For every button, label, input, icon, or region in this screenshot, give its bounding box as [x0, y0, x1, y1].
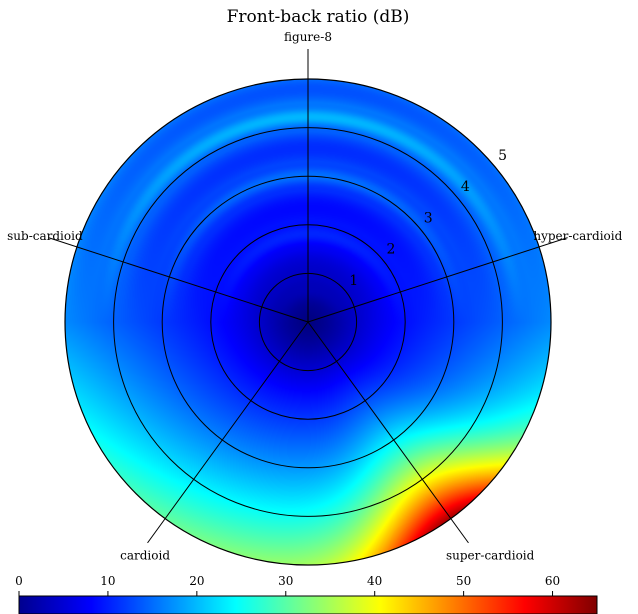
spoke-label: sub-cardioid [7, 229, 83, 243]
spoke-line [307, 321, 469, 544]
colorbar: 0 10 20 30 40 50 60 [15, 574, 598, 614]
spoke-line [307, 237, 568, 323]
colorbar-tick-label: 0 [15, 574, 23, 588]
spoke-label: cardioid [120, 549, 170, 563]
colorbar-tick-label: 30 [278, 574, 293, 588]
spoke-label: figure-8 [284, 30, 332, 44]
colorbar-ticks: 0 10 20 30 40 50 60 [15, 574, 560, 596]
polar-grid [48, 49, 568, 566]
ring-label: 5 [498, 148, 507, 164]
colorbar-tick-label: 20 [189, 574, 204, 588]
colorbar-tick-label: 60 [545, 574, 560, 588]
polar-labels: figure-8 hyper-cardioid super-cardioid card… [7, 30, 622, 563]
spoke-label: super-cardioid [446, 549, 535, 563]
chart-title: Front-back ratio (dB) [227, 7, 410, 27]
ring-label: 3 [424, 210, 433, 226]
spoke-line [147, 321, 309, 544]
ring-label: 2 [386, 242, 395, 258]
ring-label: 1 [349, 273, 358, 289]
colorbar-tick-label: 10 [100, 574, 115, 588]
spoke-line [48, 237, 309, 323]
colorbar-tick-label: 50 [456, 574, 471, 588]
colorbar-tick-label: 40 [367, 574, 382, 588]
spoke-label: hyper-cardioid [533, 229, 622, 243]
ring-label: 4 [461, 179, 470, 195]
colorbar-gradient [18, 595, 598, 614]
